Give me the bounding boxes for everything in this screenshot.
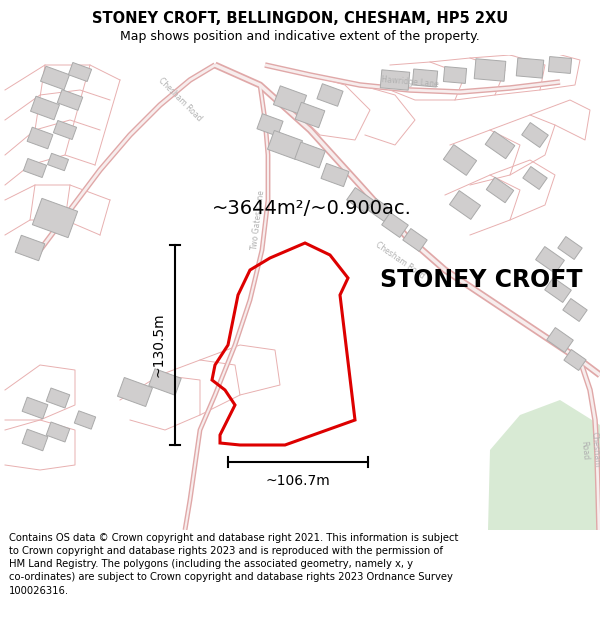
Bar	[486, 177, 514, 202]
Bar	[295, 142, 325, 168]
Polygon shape	[488, 400, 600, 530]
Bar	[32, 198, 77, 238]
Bar	[380, 70, 410, 90]
Bar	[382, 213, 409, 238]
Bar	[474, 59, 506, 81]
Bar	[347, 188, 373, 213]
Bar	[449, 191, 481, 219]
Text: Two Gates Lane: Two Gates Lane	[250, 190, 266, 250]
Bar	[547, 328, 574, 352]
Bar	[317, 84, 343, 106]
Bar	[46, 388, 70, 408]
Bar	[521, 122, 548, 148]
Text: Contains OS data © Crown copyright and database right 2021. This information is : Contains OS data © Crown copyright and d…	[9, 533, 458, 596]
Bar	[22, 429, 48, 451]
Bar	[23, 159, 47, 177]
Bar	[257, 114, 283, 136]
Bar	[536, 247, 565, 273]
Text: STONEY CROFT: STONEY CROFT	[380, 268, 583, 292]
Bar	[268, 131, 302, 159]
Bar	[53, 121, 77, 139]
Bar	[485, 131, 515, 159]
Bar	[403, 229, 427, 251]
Bar	[274, 86, 307, 114]
Bar	[443, 67, 467, 83]
Text: ~3644m²/~0.900ac.: ~3644m²/~0.900ac.	[212, 199, 412, 217]
Text: STONEY CROFT, BELLINGDON, CHESHAM, HP5 2XU: STONEY CROFT, BELLINGDON, CHESHAM, HP5 2…	[92, 11, 508, 26]
Bar	[46, 422, 70, 442]
Text: Map shows position and indicative extent of the property.: Map shows position and indicative extent…	[120, 30, 480, 43]
Text: Chesham Road: Chesham Road	[374, 240, 426, 280]
Bar	[558, 236, 582, 259]
Bar	[295, 102, 325, 127]
Bar	[31, 96, 59, 120]
Bar	[15, 235, 45, 261]
Bar	[321, 163, 349, 187]
Bar	[563, 299, 587, 321]
Bar	[118, 378, 152, 406]
Bar	[564, 349, 586, 371]
Bar	[412, 69, 437, 87]
Bar	[68, 62, 92, 81]
Text: Chesham
Road: Chesham Road	[579, 431, 600, 469]
Bar	[523, 166, 547, 189]
Bar	[57, 89, 83, 111]
Text: Hawridge Lane: Hawridge Lane	[381, 75, 439, 89]
Text: ~106.7m: ~106.7m	[266, 474, 331, 488]
Bar	[22, 398, 48, 419]
Bar	[27, 127, 53, 149]
Bar	[74, 411, 95, 429]
Bar	[41, 66, 70, 90]
Bar	[47, 153, 68, 171]
Bar	[368, 199, 392, 221]
Bar	[443, 144, 476, 176]
Text: Chesham Road: Chesham Road	[157, 76, 203, 124]
Bar	[548, 57, 572, 73]
Bar	[516, 58, 544, 78]
Text: ~130.5m: ~130.5m	[151, 312, 165, 378]
Bar	[149, 369, 181, 395]
Bar	[545, 278, 571, 302]
